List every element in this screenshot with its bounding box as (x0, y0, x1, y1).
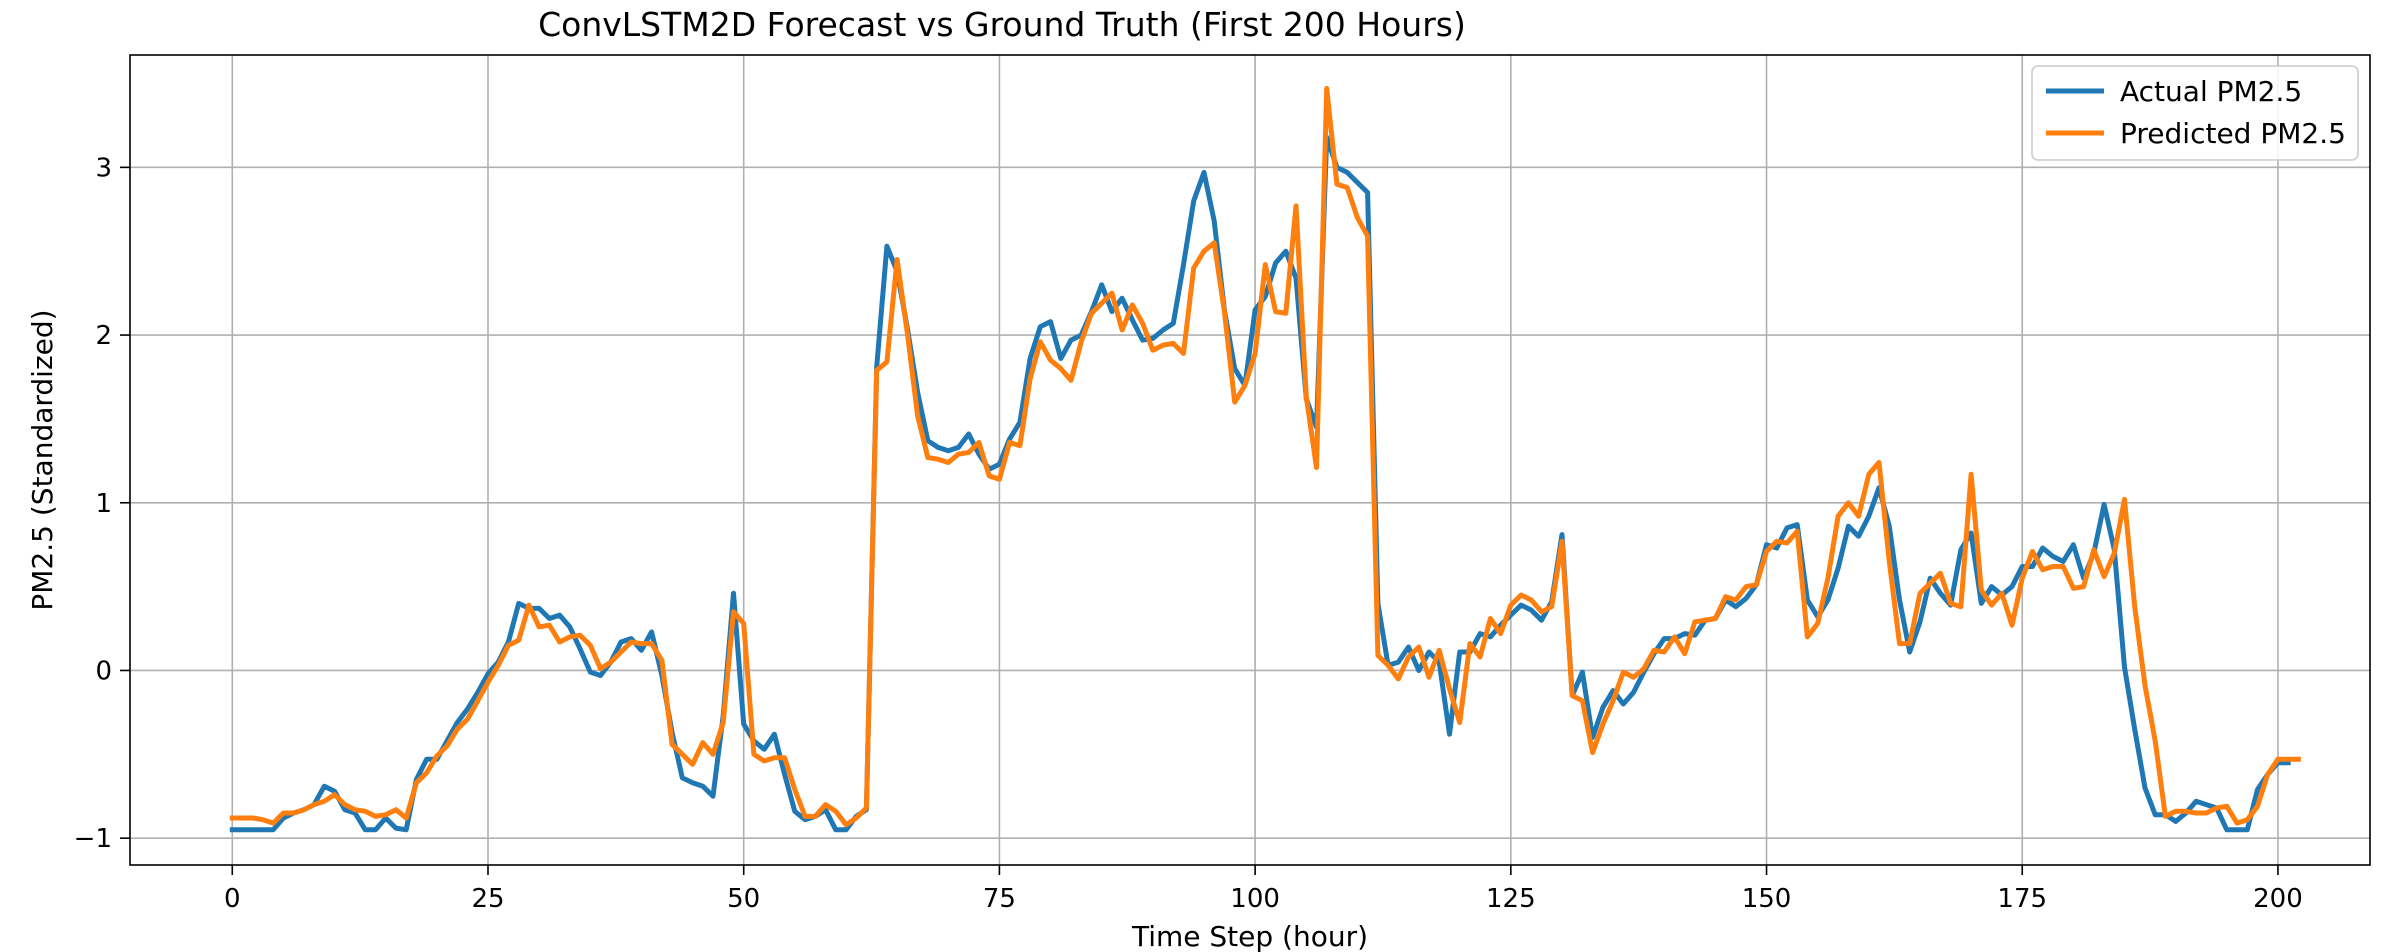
y-tick-label: 0 (95, 656, 112, 686)
x-tick-label: 150 (1742, 884, 1792, 914)
y-tick-label: −1 (74, 824, 112, 854)
grid (130, 55, 2370, 865)
legend-label: Actual PM2.5 (2120, 75, 2302, 108)
x-tick-label: 175 (1997, 884, 2047, 914)
legend-box (2031, 65, 2359, 161)
y-tick-label: 3 (95, 153, 112, 183)
chart-title: ConvLSTM2D Forecast vs Ground Truth (Fir… (538, 5, 1466, 44)
x-tick-label: 50 (727, 884, 760, 914)
x-tick-label: 200 (2253, 884, 2303, 914)
x-tick-label: 25 (471, 884, 504, 914)
x-tick-label: 0 (224, 884, 241, 914)
predicted-series-line (229, 86, 2301, 828)
x-tick-label: 100 (1230, 884, 1280, 914)
y-tick-label: 2 (95, 321, 112, 351)
y-tick-label: 1 (95, 489, 112, 519)
y-axis-label: PM2.5 (Standardized) (26, 309, 59, 610)
series-lines (229, 86, 2301, 833)
legend: Actual PM2.5 Predicted PM2.5 (2031, 65, 2359, 161)
x-axis-label: Time Step (hour) (1131, 920, 1368, 952)
x-axis-ticks: 0 25 50 75 100 125 150 175 200 (224, 865, 2303, 914)
x-tick-label: 125 (1486, 884, 1536, 914)
legend-label: Predicted PM2.5 (2120, 117, 2346, 150)
plot-frame (129, 54, 2371, 866)
x-tick-label: 75 (983, 884, 1016, 914)
y-axis-ticks: −1 0 1 2 3 (74, 153, 130, 854)
